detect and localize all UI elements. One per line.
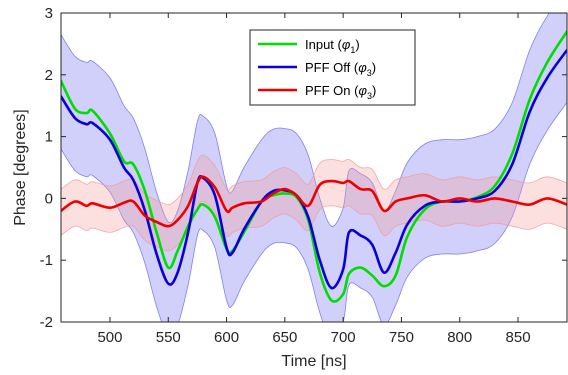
y-tick-label: -1 xyxy=(40,252,53,269)
y-tick-label: -2 xyxy=(40,314,53,331)
x-axis-title: Time [ns] xyxy=(281,353,346,370)
series-lines xyxy=(61,30,567,303)
x-tick-label: 500 xyxy=(97,329,122,346)
line-pff-on xyxy=(61,175,567,228)
x-tick-label: 800 xyxy=(447,329,472,346)
y-tick-label: 0 xyxy=(45,190,53,207)
x-tick-label: 550 xyxy=(156,329,181,346)
x-tick-label: 750 xyxy=(389,329,414,346)
x-tick-label: 600 xyxy=(214,329,239,346)
legend-label-pff-off: PFF Off (φ3) xyxy=(305,60,376,78)
y-tick-label: 2 xyxy=(45,67,53,84)
y-tick-label: 1 xyxy=(45,129,53,146)
axes: 500 550 600 650 700 750 800 850 -2 -1 0 1 2 3 xyxy=(40,5,567,346)
y-axis-title: Phase [degrees] xyxy=(12,109,29,226)
x-tick-label: 700 xyxy=(331,329,356,346)
x-tick-label: 850 xyxy=(506,329,531,346)
band-pff-off xyxy=(61,13,567,322)
legend-label-input: Input (φ1) xyxy=(305,37,360,55)
legend: Input (φ1) PFF Off (φ3) PFF On (φ3) xyxy=(249,29,416,106)
legend-label-pff-on: PFF On (φ3) xyxy=(305,83,376,101)
plot-frame xyxy=(60,12,568,323)
x-tick-label: 650 xyxy=(272,329,297,346)
y-tick-label: 3 xyxy=(45,5,53,22)
